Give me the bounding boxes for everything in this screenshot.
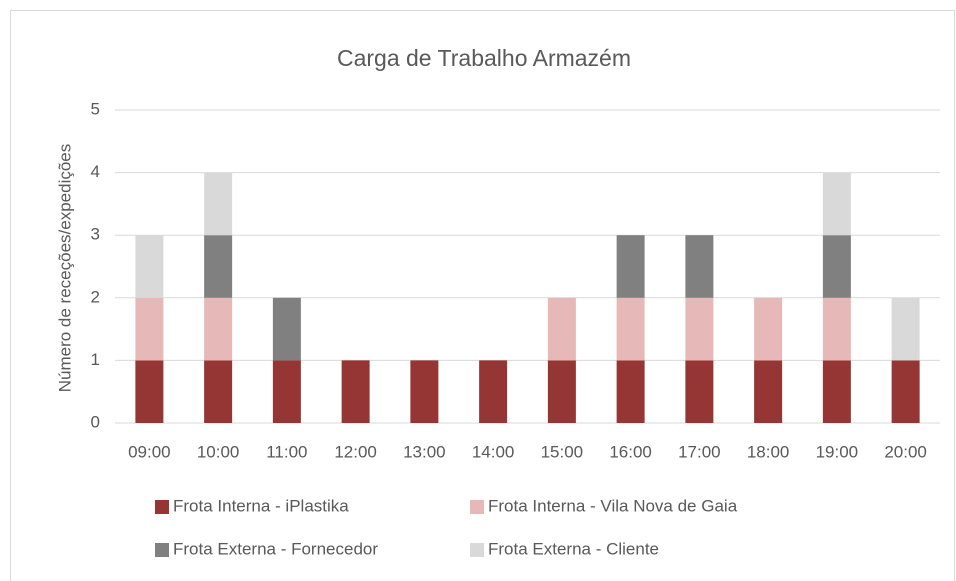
bar-segment (754, 297, 783, 361)
x-tick-label: 16:00 (609, 442, 652, 461)
bar-segment (891, 297, 920, 361)
legend-label: Frota Externa - Cliente (488, 539, 659, 558)
x-tick-label: 17:00 (678, 442, 721, 461)
y-tick-label: 1 (91, 350, 100, 369)
y-tick-label: 2 (91, 287, 100, 306)
bar-segment (685, 297, 714, 361)
legend-label: Frota Interna - iPlastika (173, 496, 349, 515)
bar-segment (685, 235, 714, 298)
bar-segment (616, 297, 645, 361)
x-tick-label: 20:00 (884, 442, 927, 461)
bar-segment (547, 297, 576, 361)
x-tick-label: 19:00 (816, 442, 859, 461)
bar-segment (479, 360, 508, 423)
bar-segment (410, 360, 439, 423)
y-tick-label: 4 (91, 162, 100, 181)
bar-segment (822, 235, 851, 298)
y-tick-label: 0 (91, 412, 100, 431)
bar-segment (547, 360, 576, 423)
bar-segment (616, 360, 645, 423)
legend-swatch (155, 543, 169, 557)
bar-segment (204, 297, 233, 361)
bar-segment (685, 360, 714, 423)
y-axis-label: Número de receções/expedições (55, 144, 74, 393)
legend-label: Frota Interna - Vila Nova de Gaia (488, 496, 738, 515)
bar-segment (135, 360, 164, 423)
x-tick-label: 18:00 (747, 442, 790, 461)
x-tick-label: 14:00 (472, 442, 515, 461)
bar-segment (754, 360, 783, 423)
bar-segment (204, 235, 233, 298)
x-tick-label: 12:00 (334, 442, 377, 461)
x-tick-label: 15:00 (541, 442, 584, 461)
bar-segment (616, 235, 645, 298)
chart-frame (10, 10, 955, 581)
legend-swatch (470, 500, 484, 514)
bar-segment (204, 172, 233, 236)
y-tick-label: 5 (91, 99, 100, 118)
bar-segment (135, 297, 164, 361)
chart-title: Carga de Trabalho Armazém (337, 45, 631, 71)
x-tick-label: 10:00 (197, 442, 240, 461)
bar-segment (891, 360, 920, 423)
legend-swatch (155, 500, 169, 514)
y-tick-label: 3 (91, 225, 100, 244)
legend-label: Frota Externa - Fornecedor (173, 539, 378, 558)
bar-segment (341, 360, 370, 423)
legend-swatch (470, 543, 484, 557)
bar-segment (822, 360, 851, 423)
bar-segment (272, 297, 301, 361)
bar-segment (822, 297, 851, 361)
bar-segment (272, 360, 301, 423)
bar-segment (204, 360, 233, 423)
bar-segment (135, 235, 164, 298)
bar-segment (822, 172, 851, 236)
x-tick-label: 11:00 (266, 442, 307, 461)
x-tick-label: 09:00 (128, 442, 171, 461)
x-tick-label: 13:00 (403, 442, 446, 461)
